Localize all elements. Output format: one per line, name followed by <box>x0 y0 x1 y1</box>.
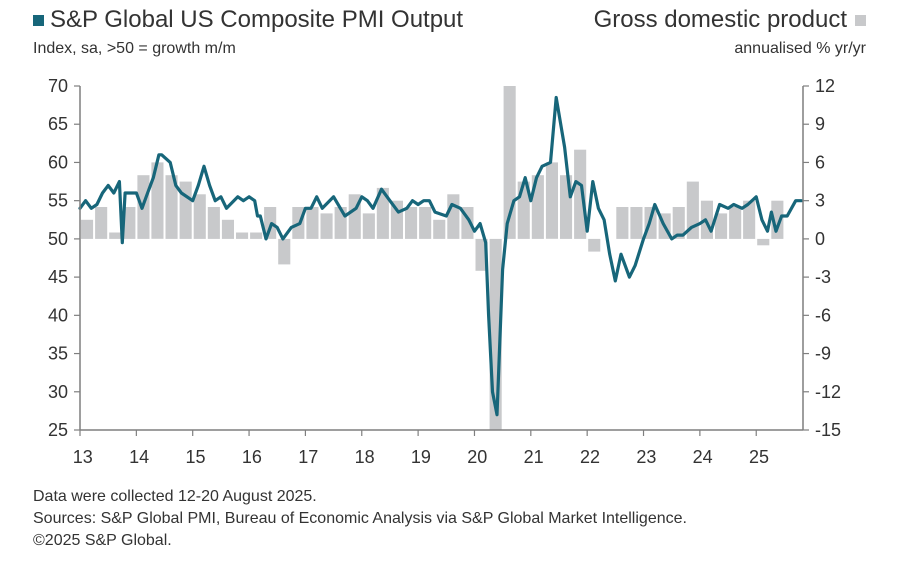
gdp-bar <box>757 238 770 246</box>
right-tick-label: 9 <box>815 114 825 134</box>
gdp-bar <box>715 213 728 239</box>
gdp-bar <box>123 207 136 239</box>
gdp-bar <box>81 219 94 239</box>
gdp-bars <box>81 86 784 430</box>
gdp-bar <box>672 207 685 239</box>
gdp-bar <box>574 149 587 239</box>
gdp-bar <box>193 194 206 239</box>
left-tick-label: 70 <box>48 76 68 96</box>
gdp-bar <box>221 219 234 239</box>
right-tick-label: 0 <box>815 229 825 249</box>
left-tick-label: 65 <box>48 114 68 134</box>
gdp-bar <box>179 181 192 239</box>
right-axis-subtitle: annualised % yr/yr <box>734 40 866 57</box>
gdp-bar <box>616 207 629 239</box>
gdp-bar <box>320 213 333 239</box>
right-tick-label: 12 <box>815 76 835 96</box>
gdp-bar <box>531 175 544 239</box>
gdp-bar <box>95 207 108 239</box>
left-tick-label: 45 <box>48 267 68 287</box>
x-tick-label: 15 <box>186 447 206 467</box>
right-tick-label: 3 <box>815 191 825 211</box>
footnotes: Data were collected 12-20 August 2025. S… <box>33 486 687 552</box>
right-tick-label: -3 <box>815 267 831 287</box>
left-tick-label: 30 <box>48 382 68 402</box>
gdp-bar <box>743 200 756 239</box>
gdp-bar <box>545 162 558 239</box>
gdp-bar <box>151 162 164 239</box>
gdp-bar <box>362 213 375 239</box>
right-axis-title-text: Gross domestic product <box>593 6 847 33</box>
x-tick-label: 20 <box>467 447 487 467</box>
gdp-bar <box>433 219 446 239</box>
gdp-bar <box>729 207 742 239</box>
x-tick-label: 16 <box>242 447 262 467</box>
footnote-collection-dates: Data were collected 12-20 August 2025. <box>33 488 317 505</box>
x-tick-label: 13 <box>73 447 93 467</box>
left-tick-label: 25 <box>48 420 68 440</box>
pmi-line-group <box>78 95 803 417</box>
right-tick-label: -15 <box>815 420 841 440</box>
gdp-bar <box>306 207 319 239</box>
gdp-bar <box>278 238 291 265</box>
footnote-sources: Sources: S&P Global PMI, Bureau of Econo… <box>33 510 687 527</box>
x-tick-label: 23 <box>636 447 656 467</box>
right-tick-label: -6 <box>815 305 831 325</box>
x-tick-label: 18 <box>355 447 375 467</box>
gdp-bar <box>236 232 249 239</box>
axes: 70656055504540353025129630-3-6-9-12-1513… <box>48 76 841 467</box>
gdp-bar <box>165 175 178 239</box>
gdp-bar <box>109 232 122 239</box>
pmi-legend-swatch <box>33 15 44 27</box>
gdp-bar <box>447 194 460 239</box>
x-tick-label: 19 <box>411 447 431 467</box>
right-tick-label: -12 <box>815 382 841 402</box>
gdp-bar <box>630 207 643 239</box>
chart-title-text: S&P Global US Composite PMI Output <box>50 6 464 33</box>
x-tick-label: 17 <box>298 447 318 467</box>
left-tick-label: 35 <box>48 344 68 364</box>
gdp-bar <box>250 232 263 239</box>
footnote-copyright: ©2025 S&P Global. <box>33 532 172 549</box>
chart-title: S&P Global US Composite PMI Output <box>33 6 463 34</box>
left-tick-label: 50 <box>48 229 68 249</box>
pmi-gdp-chart: 70656055504540353025129630-3-6-9-12-1513… <box>48 76 841 467</box>
chart-subtitle: Index, sa, >50 = growth m/m <box>33 40 236 57</box>
right-tick-label: 6 <box>815 152 825 172</box>
left-tick-label: 40 <box>48 305 68 325</box>
x-tick-label: 22 <box>580 447 600 467</box>
gdp-bar <box>376 187 389 239</box>
x-tick-label: 14 <box>129 447 149 467</box>
pmi-line <box>78 95 803 417</box>
x-tick-label: 24 <box>693 447 713 467</box>
gdp-legend-swatch <box>855 15 866 27</box>
right-tick-label: -9 <box>815 344 831 364</box>
right-axis-title: Gross domestic product <box>594 6 866 34</box>
gdp-bar <box>405 207 418 239</box>
gdp-bar <box>207 207 220 239</box>
x-tick-label: 21 <box>524 447 544 467</box>
gdp-bar <box>419 207 432 239</box>
left-tick-label: 55 <box>48 191 68 211</box>
left-tick-label: 60 <box>48 152 68 172</box>
gdp-bar <box>588 238 601 252</box>
x-tick-label: 25 <box>749 447 769 467</box>
